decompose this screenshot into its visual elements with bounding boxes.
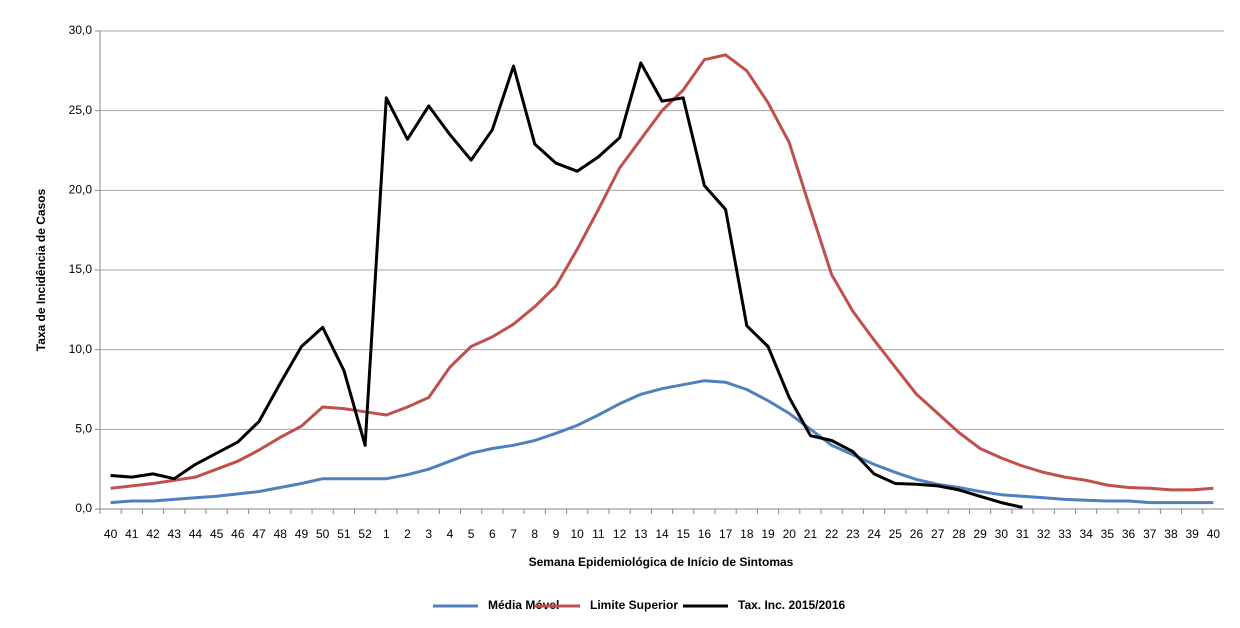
y-tick-label: 5,0 [75, 422, 92, 436]
x-tick-label: 10 [570, 527, 584, 541]
x-tick-label: 4 [447, 527, 454, 541]
x-tick-label: 18 [740, 527, 754, 541]
legend-label: Limite Superior [590, 598, 678, 612]
x-tick-label: 39 [1186, 527, 1200, 541]
x-tick-label: 33 [1058, 527, 1072, 541]
x-tick-label: 45 [210, 527, 224, 541]
y-tick-label: 20,0 [69, 183, 93, 197]
x-tick-label: 42 [146, 527, 160, 541]
x-tick-label: 43 [168, 527, 182, 541]
x-tick-label: 12 [613, 527, 627, 541]
x-tick-label: 3 [425, 527, 432, 541]
x-tick-label: 29 [973, 527, 987, 541]
x-tick-label: 27 [931, 527, 945, 541]
x-tick-label: 28 [952, 527, 966, 541]
series-line [110, 61, 1023, 509]
x-tick-label: 36 [1122, 527, 1136, 541]
x-tick-label: 13 [634, 527, 648, 541]
series-line [110, 53, 1214, 492]
x-axis-title: Semana Epidemiológica de Início de Sinto… [529, 555, 794, 569]
x-tick-label: 40 [1207, 527, 1221, 541]
x-tick-label: 19 [761, 527, 775, 541]
x-tick-label: 11 [592, 527, 605, 541]
x-tick-label: 24 [867, 527, 881, 541]
legend-label: Média Móvel [488, 598, 559, 612]
y-axis-title: Taxa de Incidência de Casos [34, 188, 48, 351]
x-tick-label: 23 [846, 527, 860, 541]
x-tick-label: 44 [189, 527, 203, 541]
x-tick-label: 1 [383, 527, 390, 541]
series-line [110, 379, 1214, 505]
x-tick-label: 46 [231, 527, 245, 541]
x-tick-label: 2 [404, 527, 411, 541]
x-tick-label: 41 [125, 527, 139, 541]
x-tick-label: 25 [889, 527, 903, 541]
x-tick-label: 51 [337, 527, 351, 541]
x-tick-label: 22 [825, 527, 839, 541]
x-tick-label: 5 [468, 527, 475, 541]
x-tick-label: 6 [489, 527, 496, 541]
y-tick-label: 25,0 [69, 103, 93, 117]
legend-label: Tax. Inc. 2015/2016 [738, 598, 846, 612]
x-tick-label: 38 [1164, 527, 1178, 541]
x-tick-label: 20 [783, 527, 797, 541]
x-tick-label: 30 [995, 527, 1009, 541]
y-tick-label: 0,0 [75, 501, 92, 515]
x-tick-label: 7 [510, 527, 517, 541]
x-tick-label: 17 [719, 527, 733, 541]
x-tick-label: 50 [316, 527, 330, 541]
x-tick-label: 52 [358, 527, 372, 541]
x-tick-label: 48 [274, 527, 288, 541]
x-tick-label: 35 [1101, 527, 1115, 541]
x-tick-label: 16 [698, 527, 712, 541]
x-tick-label: 34 [1079, 527, 1093, 541]
y-tick-label: 30,0 [69, 23, 93, 37]
x-tick-label: 37 [1143, 527, 1157, 541]
x-tick-label: 21 [804, 527, 818, 541]
x-tick-label: 9 [553, 527, 560, 541]
y-tick-label: 15,0 [69, 262, 93, 276]
y-tick-label: 10,0 [69, 342, 93, 356]
x-tick-label: 31 [1016, 527, 1030, 541]
x-tick-label: 15 [677, 527, 691, 541]
x-tick-label: 26 [910, 527, 924, 541]
x-tick-label: 47 [252, 527, 266, 541]
x-tick-label: 40 [104, 527, 118, 541]
x-tick-label: 32 [1037, 527, 1051, 541]
x-tick-label: 49 [295, 527, 309, 541]
x-tick-label: 14 [655, 527, 669, 541]
x-tick-label: 8 [531, 527, 538, 541]
